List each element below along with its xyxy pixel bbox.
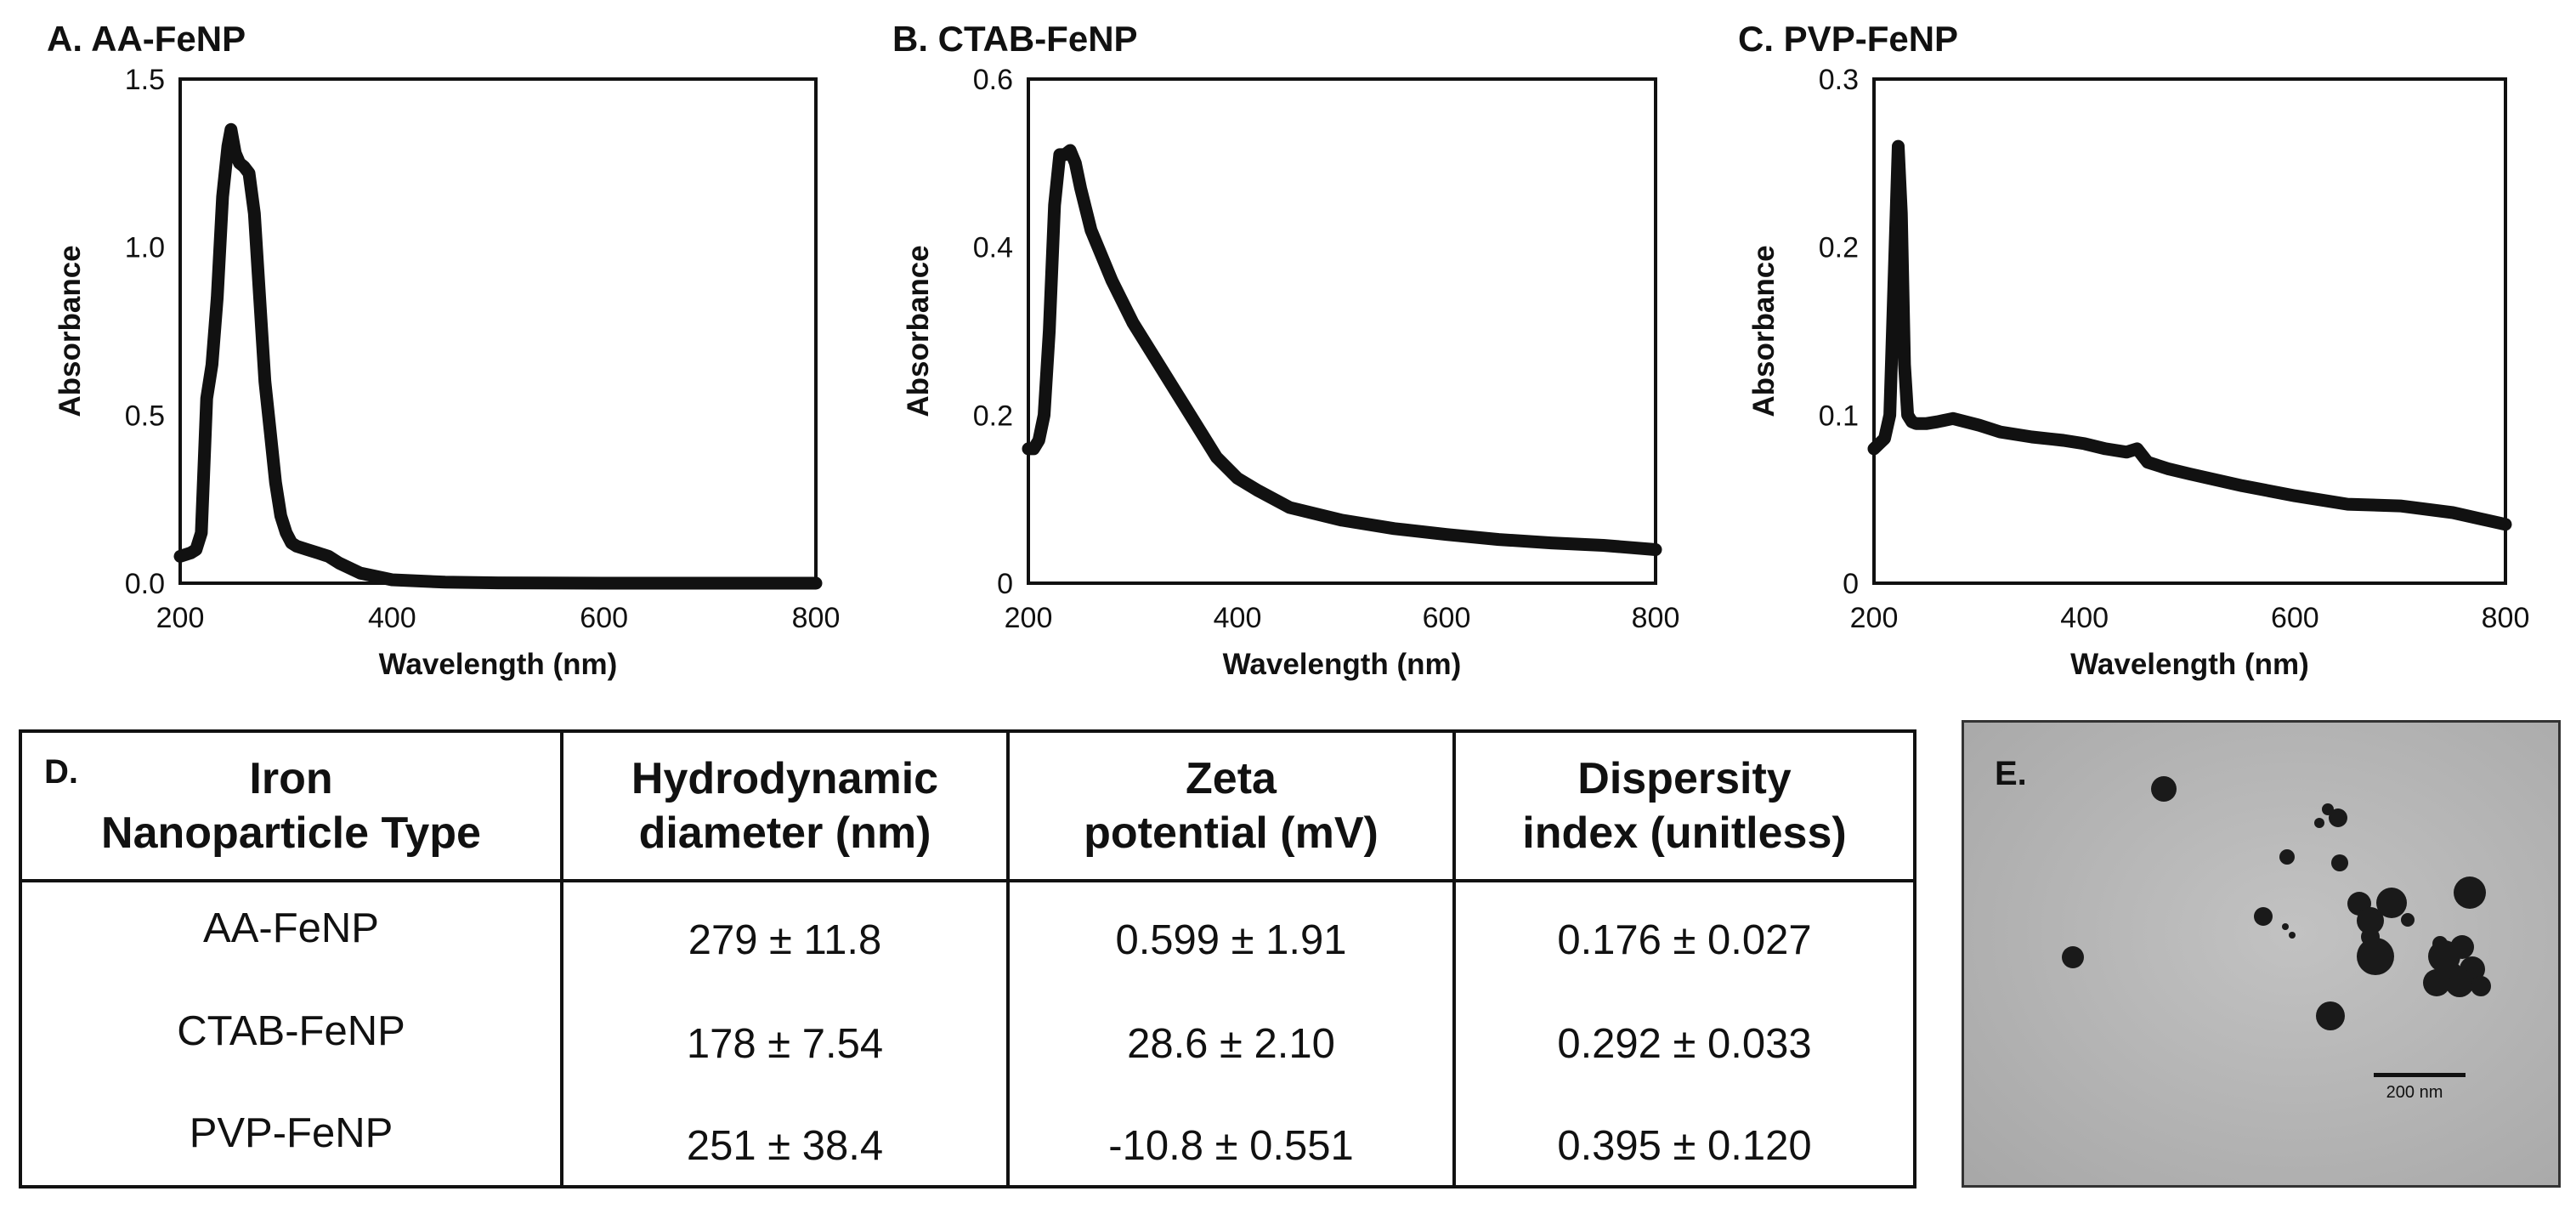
x-tick-label: 800 — [792, 602, 841, 634]
y-tick-label: 0.0 — [125, 568, 165, 600]
y-tick-label: 0.2 — [1819, 232, 1859, 264]
header-line: Dispersity — [1577, 754, 1792, 803]
table-divider — [1006, 733, 1010, 1185]
table-cell: CTAB-FeNP — [177, 1008, 405, 1054]
x-tick-label: 400 — [2060, 602, 2109, 634]
table-cell: 178 ± 7.54 — [686, 1021, 884, 1067]
header-line: Iron — [249, 754, 333, 803]
header-cell-zeta: Zeta potential (mV) — [1010, 733, 1452, 879]
x-axis-label: Wavelength (nm) — [379, 648, 618, 681]
y-axis-label: Absorbance — [902, 245, 935, 417]
table-cell: AA-FeNP — [203, 905, 379, 951]
nanoparticle-properties-table: D. Iron Nanoparticle Type Hydrodynamic dia… — [19, 729, 1916, 1188]
tem-image — [1964, 723, 2558, 1185]
table-divider — [1452, 733, 1456, 1185]
absorbance-line-aa-fenp — [173, 122, 823, 590]
y-axis-label: Absorbance — [54, 245, 87, 417]
table-cell: 28.6 ± 2.10 — [1127, 1021, 1335, 1067]
table-divider — [560, 733, 563, 1185]
table-cell: PVP-FeNP — [189, 1110, 393, 1156]
y-tick-label: 0.3 — [1819, 64, 1859, 96]
tem-background — [1964, 723, 2558, 1185]
absorbance-line-pvp-fenp — [1867, 139, 2512, 531]
panel-title: B. CTAB-FeNP — [892, 19, 1138, 59]
plot-frame — [1872, 77, 2507, 585]
y-tick-label: 1.5 — [125, 64, 165, 96]
x-tick-label: 200 — [156, 602, 205, 634]
nanoparticle-cluster — [2062, 776, 2491, 1030]
plot-frame — [1027, 77, 1657, 585]
x-tick-label: 200 — [1850, 602, 1899, 634]
y-axis-label: Absorbance — [1747, 245, 1781, 417]
y-tick-label: 0.5 — [125, 400, 165, 432]
x-tick-label: 600 — [580, 602, 628, 634]
table-cell: 279 ± 11.8 — [688, 917, 882, 963]
y-tick-label: 0 — [997, 568, 1013, 600]
x-tick-label: 400 — [368, 602, 416, 634]
header-line: Hydrodynamic — [631, 754, 939, 803]
x-tick-label: 800 — [2482, 602, 2530, 634]
y-tick-label: 0.6 — [973, 64, 1013, 96]
table-cell: -10.8 ± 0.551 — [1108, 1123, 1354, 1169]
table-header-rule — [22, 879, 1913, 882]
header-line: Nanoparticle Type — [101, 808, 481, 858]
tem-micrograph: E. 200 nm — [1962, 720, 2561, 1188]
header-line: diameter (nm) — [638, 808, 931, 858]
y-tick-label: 0.1 — [1819, 400, 1859, 432]
absorbance-line-ctab-fenp — [1022, 144, 1662, 556]
x-tick-label: 800 — [1632, 602, 1680, 634]
scale-bar-label: 200 nm — [2386, 1083, 2443, 1102]
x-tick-label: 600 — [2271, 602, 2319, 634]
table-cell: 0.395 ± 0.120 — [1557, 1123, 1812, 1169]
header-cell-dispersity: Dispersity index (unitless) — [1456, 733, 1913, 879]
y-tick-label: 0.2 — [973, 400, 1013, 432]
y-tick-label: 0.4 — [973, 232, 1013, 264]
y-tick-label: 1.0 — [125, 232, 165, 264]
panel-title: C. PVP-FeNP — [1738, 19, 1958, 59]
x-tick-label: 600 — [1423, 602, 1471, 634]
table-cell: 0.176 ± 0.027 — [1557, 917, 1812, 963]
panel-title: A. AA-FeNP — [47, 19, 246, 59]
uv-vis-figure: A. AA-FeNP 0.0 0.5 1.0 1.5 200 400 600 800 Wavele… — [47, 19, 2530, 681]
panel-label-e: E. — [1995, 755, 2027, 792]
x-tick-label: 200 — [1005, 602, 1053, 634]
table-cell: 0.599 ± 1.91 — [1115, 917, 1347, 963]
panel-label-d: D. — [44, 753, 78, 791]
x-axis-label: Wavelength (nm) — [2070, 648, 2309, 681]
table-cell: 251 ± 38.4 — [686, 1123, 884, 1169]
x-tick-label: 400 — [1214, 602, 1262, 634]
header-cell-type: Iron Nanoparticle Type — [22, 733, 560, 879]
header-cell-diameter: Hydrodynamic diameter (nm) — [563, 733, 1006, 879]
header-line: potential (mV) — [1084, 808, 1379, 858]
header-line: Zeta — [1186, 754, 1277, 803]
header-line: index (unitless) — [1522, 808, 1847, 858]
y-tick-label: 0 — [1843, 568, 1859, 600]
scale-bar — [2374, 1073, 2466, 1077]
x-axis-label: Wavelength (nm) — [1223, 648, 1462, 681]
table-cell: 0.292 ± 0.033 — [1557, 1021, 1812, 1067]
